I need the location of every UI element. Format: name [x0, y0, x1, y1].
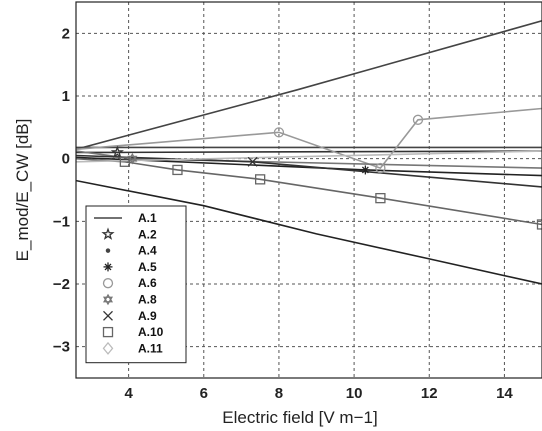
- legend-label: A.2: [138, 227, 157, 241]
- y-tick-label: −1: [53, 213, 70, 230]
- legend: A.1 A.2 A.4 A.5 A.6 A.8 A.9 A.10 A.11: [85, 205, 187, 364]
- x-tick-label: 6: [200, 385, 208, 402]
- y-tick-label: 0: [62, 151, 70, 168]
- legend-marker: [105, 248, 111, 253]
- x-tick-label: 4: [124, 385, 133, 402]
- y-tick-label: 1: [62, 88, 70, 105]
- legend-box: [85, 205, 187, 364]
- x-tick-label: 14: [496, 385, 513, 402]
- data-point-a-10: [536, 219, 542, 230]
- data-point-a-10: [172, 164, 183, 176]
- series-line-a-4: [76, 20, 542, 151]
- legend-label: A.11: [138, 341, 163, 355]
- x-tick-label: 8: [275, 385, 283, 402]
- data-point-a-2: [110, 145, 124, 159]
- data-point-a-10: [119, 156, 131, 167]
- legend-label: A.8: [138, 293, 157, 307]
- legend-label: A.4: [138, 244, 157, 258]
- legend-label: A.9: [138, 309, 157, 323]
- legend-marker: [103, 310, 113, 321]
- data-point-a-10: [254, 174, 266, 185]
- marker-layer: [110, 114, 542, 230]
- data-point-a-6: [375, 162, 386, 174]
- y-tick-label: −2: [53, 276, 70, 293]
- legend-marker: [101, 227, 115, 240]
- series-line-a-11: [76, 150, 542, 163]
- legend-marker: [102, 293, 114, 306]
- data-point-a-6: [273, 127, 285, 138]
- data-point-a-9: [247, 156, 258, 167]
- series-line-unnamed-9: [76, 179, 542, 285]
- legend-marker: [102, 326, 114, 338]
- y-tick-label: −3: [53, 339, 70, 356]
- legend-marker: [103, 262, 113, 272]
- legend-label: A.1: [138, 211, 157, 225]
- x-tick-label: 10: [346, 385, 363, 402]
- legend-label: A.6: [138, 276, 157, 290]
- legend-marker: [102, 278, 114, 289]
- y-axis-label: E_mod/E_CW [dB]: [13, 119, 32, 262]
- legend-marker: [102, 341, 114, 355]
- data-point-a-10: [375, 192, 386, 204]
- data-point-a-6: [412, 114, 424, 125]
- legend-label: A.10: [138, 325, 164, 339]
- x-axis-label: Electric field [V m−1]: [222, 408, 377, 427]
- series-line-a-6: [76, 107, 542, 170]
- legend-label: A.5: [138, 260, 157, 274]
- y-tick-label: 2: [62, 25, 70, 42]
- data-point-a-8: [127, 152, 138, 165]
- plot-frame: [75, 1, 542, 379]
- series-line-a-8: [76, 150, 542, 169]
- x-tick-label: 12: [421, 385, 438, 402]
- data-point-a-5: [360, 165, 370, 175]
